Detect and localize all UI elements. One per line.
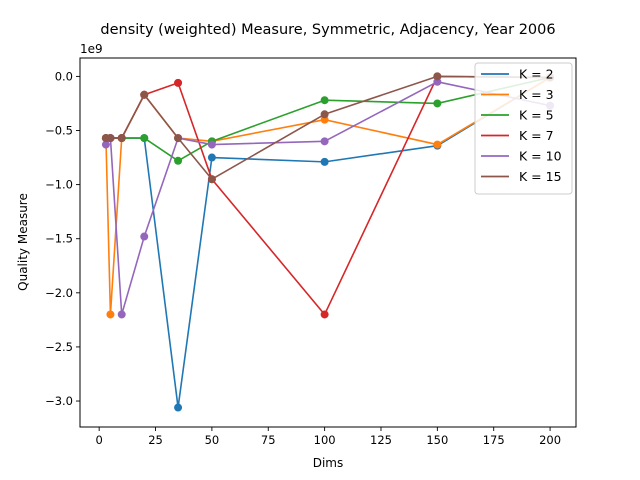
legend-label: K = 3 xyxy=(519,87,554,102)
x-tick-label: 200 xyxy=(539,433,561,447)
data-point xyxy=(320,96,329,105)
y-tick-label: −1.0 xyxy=(45,178,73,192)
x-tick-label: 25 xyxy=(148,433,163,447)
x-tick-label: 125 xyxy=(370,433,392,447)
legend-label: K = 7 xyxy=(519,128,554,143)
x-tick-label: 150 xyxy=(426,433,448,447)
data-point xyxy=(207,175,216,184)
data-point xyxy=(433,99,442,108)
x-tick-label: 100 xyxy=(314,433,336,447)
y-axis: 0.0 −0.5 −1.0 −1.5 −2.0 −2.5 −3.0 xyxy=(45,69,80,408)
x-tick-label: 50 xyxy=(205,433,220,447)
data-point xyxy=(320,137,329,146)
series-layer xyxy=(101,72,555,412)
x-axis: 0 25 50 75 100 125 150 175 200 xyxy=(95,427,561,447)
chart-title: density (weighted) Measure, Symmetric, A… xyxy=(100,22,555,38)
data-point xyxy=(174,403,183,412)
data-point xyxy=(433,140,442,149)
legend-label: K = 2 xyxy=(519,67,554,82)
data-point xyxy=(320,110,329,119)
data-point xyxy=(140,232,149,241)
legend: K = 2 K = 3 K = 5 K = 7 K = 10 K = 15 xyxy=(474,62,573,195)
data-point xyxy=(207,153,216,162)
data-point xyxy=(320,157,329,166)
data-point xyxy=(207,140,216,149)
axis-offset-label: 1e9 xyxy=(80,42,103,56)
data-point xyxy=(101,140,110,149)
y-tick-label: 0.0 xyxy=(55,69,73,83)
data-point xyxy=(106,310,115,319)
data-point xyxy=(140,90,149,99)
data-point xyxy=(433,72,442,81)
data-point xyxy=(117,134,126,143)
data-point xyxy=(320,310,329,319)
y-tick-label: −2.0 xyxy=(45,286,73,300)
data-point xyxy=(106,134,115,143)
y-tick-label: −0.5 xyxy=(45,124,73,138)
legend-label: K = 15 xyxy=(519,169,562,184)
x-axis-label: Dims xyxy=(313,456,344,470)
x-tick-label: 175 xyxy=(483,433,505,447)
x-tick-label: 75 xyxy=(261,433,276,447)
data-point xyxy=(174,78,183,87)
data-point xyxy=(174,156,183,165)
y-tick-label: −2.5 xyxy=(45,340,73,354)
plot-frame xyxy=(79,57,577,428)
legend-box xyxy=(474,62,573,195)
y-tick-label: −3.0 xyxy=(45,394,73,408)
data-point xyxy=(117,310,126,319)
y-axis-label: Quality Measure xyxy=(16,193,30,291)
y-tick-label: −1.5 xyxy=(45,232,73,246)
legend-label: K = 10 xyxy=(519,149,562,164)
data-point xyxy=(140,134,149,143)
x-tick-label: 0 xyxy=(95,433,102,447)
legend-label: K = 5 xyxy=(519,108,554,123)
data-point xyxy=(174,134,183,143)
